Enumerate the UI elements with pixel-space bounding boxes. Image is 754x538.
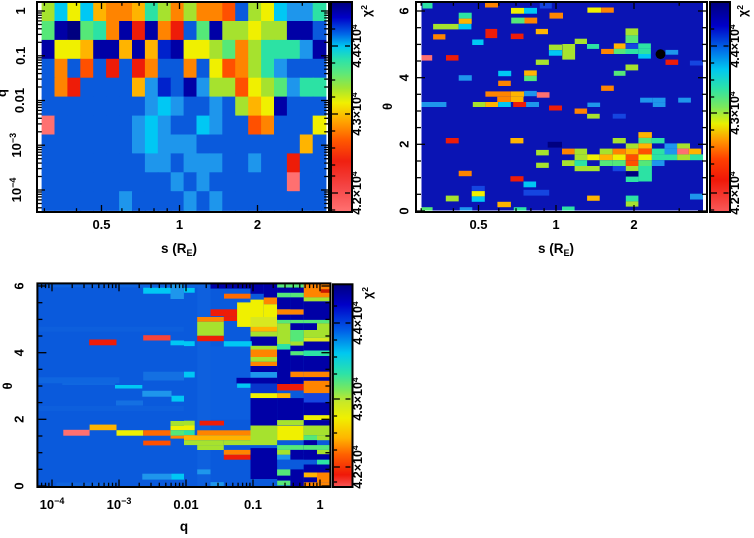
svg-text:2: 2 xyxy=(630,217,637,232)
svg-text:θ: θ xyxy=(380,103,395,110)
svg-text:4.2×104: 4.2×104 xyxy=(350,445,365,489)
svg-text:4.4×104: 4.4×104 xyxy=(350,301,365,345)
svg-text:0.1: 0.1 xyxy=(13,47,28,65)
svg-text:0.5: 0.5 xyxy=(469,217,487,232)
svg-text:6: 6 xyxy=(12,282,27,289)
svg-text:0: 0 xyxy=(12,482,27,489)
svg-text:4.3×104: 4.3×104 xyxy=(350,377,365,421)
svg-text:θ: θ xyxy=(0,382,15,389)
svg-text:2: 2 xyxy=(397,141,412,148)
svg-text:4.4×104: 4.4×104 xyxy=(727,24,742,68)
svg-text:4.3×104: 4.3×104 xyxy=(727,91,742,135)
svg-text:s (RE): s (RE) xyxy=(161,241,197,258)
svg-text:2: 2 xyxy=(254,217,261,232)
svg-text:4: 4 xyxy=(12,348,27,356)
svg-text:1: 1 xyxy=(176,217,183,232)
svg-text:1: 1 xyxy=(13,7,28,14)
svg-text:4.3×104: 4.3×104 xyxy=(349,92,364,136)
svg-text:6: 6 xyxy=(397,7,412,14)
svg-text:0.01: 0.01 xyxy=(173,497,198,512)
svg-text:4.2×104: 4.2×104 xyxy=(349,171,364,215)
svg-text:s (RE): s (RE) xyxy=(538,241,574,258)
svg-text:1: 1 xyxy=(552,217,559,232)
svg-text:0.01: 0.01 xyxy=(12,88,27,113)
svg-text:4: 4 xyxy=(397,73,412,81)
svg-text:q: q xyxy=(0,89,9,97)
svg-text:4.4×104: 4.4×104 xyxy=(349,24,364,68)
svg-text:4.2×104: 4.2×104 xyxy=(727,171,742,215)
svg-text:2: 2 xyxy=(12,416,27,423)
svg-text:0: 0 xyxy=(397,207,412,214)
svg-text:0.1: 0.1 xyxy=(244,497,262,512)
svg-text:q: q xyxy=(180,519,188,534)
svg-text:0.5: 0.5 xyxy=(92,217,110,232)
svg-text:1: 1 xyxy=(316,497,323,512)
